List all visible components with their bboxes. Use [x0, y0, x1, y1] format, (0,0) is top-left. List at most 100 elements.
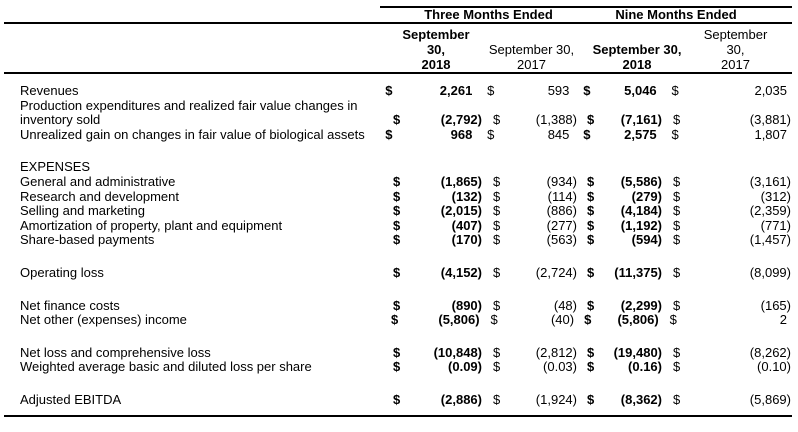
group-header-row: Three Months Ended Nine Months Ended: [0, 0, 798, 22]
row-label: Net finance costs: [20, 297, 120, 313]
value-9m-2017: (0.10): [757, 359, 791, 375]
dollar-sign: $: [487, 83, 495, 98]
value-9m-2018: (279): [631, 188, 662, 204]
column-header-bottom-rule: [4, 72, 792, 74]
dollar-sign: $: [393, 359, 401, 375]
spacer-row: [20, 281, 791, 299]
row-label: Amortization of property, plant and equi…: [20, 217, 283, 233]
spacer-row: [20, 328, 791, 346]
value-9m-2017: (3,161): [749, 173, 791, 189]
col-header-line: September 30,: [488, 42, 575, 57]
col-header-9m-2018: September 30, 2018: [584, 42, 690, 72]
col-header-line: September: [402, 27, 470, 42]
table-row: Adjusted EBITDA $ (2,886) $ (1,924) $ (8…: [20, 391, 791, 408]
col-header-line: 2017: [517, 57, 546, 72]
value-3m-2017: (1,924): [535, 391, 577, 407]
value-9m-2017: 2: [779, 312, 787, 328]
value-3m-2018: (2,886): [440, 391, 482, 407]
row-label: EXPENSES: [20, 159, 91, 175]
table-row: Operating loss $ (4,152) $ (2,724) $ (11…: [20, 264, 791, 281]
row-label: Net loss and comprehensive loss: [20, 344, 211, 360]
row-label: Production expenditures and realized fai…: [20, 97, 358, 128]
dollar-sign: $: [669, 312, 677, 328]
dollar-sign: $: [587, 391, 595, 407]
col-header-9m-2017: September 30, 2017: [690, 27, 791, 72]
table-bottom-rule: [4, 414, 792, 417]
value-9m-2018: (0.16): [628, 359, 662, 375]
dollar-sign: $: [673, 359, 681, 375]
dollar-sign: $: [584, 312, 592, 328]
value-9m-2017: (8,262): [749, 344, 791, 360]
group-header-nine-months: Nine Months Ended: [615, 7, 737, 22]
dollar-sign: $: [673, 112, 681, 128]
dollar-sign: $: [393, 297, 401, 313]
dollar-sign: $: [673, 173, 681, 189]
value-9m-2018: (594): [631, 232, 662, 248]
table-row: Revenues $ 2,261 $ 593 $ 5,046 $ 2,035: [20, 83, 791, 99]
dollar-sign: $: [671, 83, 679, 98]
value-9m-2017: (312): [760, 188, 791, 204]
dollar-sign: $: [673, 391, 681, 407]
value-9m-2017: (3,881): [749, 112, 791, 128]
value-9m-2017: (5,869): [749, 391, 791, 407]
dollar-sign: $: [493, 112, 501, 128]
value-3m-2018: (0.09): [448, 359, 482, 375]
dollar-sign: $: [493, 173, 501, 189]
value-3m-2017: 593: [547, 83, 570, 98]
value-3m-2018: (2,015): [440, 203, 482, 219]
col-header-line: September: [703, 27, 768, 42]
dollar-sign: $: [393, 264, 401, 280]
dollar-sign: $: [493, 359, 501, 375]
dollar-sign: $: [393, 203, 401, 219]
dollar-sign: $: [587, 217, 595, 233]
value-9m-2017: (165): [760, 297, 791, 313]
dollar-sign: $: [673, 297, 681, 313]
value-3m-2018: (4,152): [440, 264, 482, 280]
dollar-sign: $: [587, 264, 595, 280]
group-header-three-months: Three Months Ended: [424, 7, 553, 22]
header-divider-rule: [4, 22, 792, 24]
dollar-sign: $: [587, 173, 595, 189]
table-row: Net loss and comprehensive loss $ (10,84…: [20, 344, 791, 361]
dollar-sign: $: [587, 344, 595, 360]
value-9m-2018: (1,192): [620, 217, 662, 233]
spacer-row: [20, 248, 791, 266]
value-3m-2017: (886): [546, 203, 577, 219]
dollar-sign: $: [393, 188, 401, 204]
dollar-sign: $: [493, 232, 501, 248]
value-9m-2018: (5,586): [620, 173, 662, 189]
value-3m-2017: (277): [546, 217, 577, 233]
dollar-sign: $: [587, 232, 595, 248]
dollar-sign: $: [587, 112, 595, 128]
date-header-row: September 30, 2018 September 30, 2017 Se…: [0, 24, 798, 72]
dollar-sign: $: [673, 188, 681, 204]
value-3m-2017: 845: [547, 126, 570, 142]
value-3m-2018: (1,865): [440, 173, 482, 189]
table-row: Share-based payments $ (170) $ (563) $ (…: [20, 233, 791, 248]
value-9m-2018: (2,299): [620, 297, 662, 313]
row-label: Adjusted EBITDA: [20, 391, 122, 407]
dollar-sign: $: [673, 217, 681, 233]
section-heading-row: EXPENSES: [20, 160, 791, 175]
value-3m-2017: (0.03): [543, 359, 577, 375]
row-label: General and administrative: [20, 173, 176, 189]
value-9m-2018: (7,161): [620, 112, 662, 128]
value-9m-2017: (771): [760, 217, 791, 233]
dollar-sign: $: [587, 188, 595, 204]
dollar-sign: $: [493, 391, 501, 407]
dollar-sign: $: [671, 126, 679, 142]
row-label: Unrealized gain on changes in fair value…: [20, 126, 365, 142]
dollar-sign: $: [393, 217, 401, 233]
dollar-sign: $: [393, 112, 401, 128]
dollar-sign: $: [487, 126, 495, 142]
dollar-sign: $: [490, 312, 498, 328]
value-3m-2018: (407): [451, 217, 482, 233]
value-9m-2017: (8,099): [749, 264, 791, 280]
table-row: Net finance costs $ (890) $ (48) $ (2,29…: [20, 297, 791, 314]
col-header-line: 2018: [421, 57, 451, 72]
dollar-sign: $: [385, 83, 393, 98]
col-header-3m-2017: September 30, 2017: [486, 42, 577, 72]
dollar-sign: $: [393, 391, 401, 407]
value-9m-2018: (5,806): [617, 312, 659, 328]
